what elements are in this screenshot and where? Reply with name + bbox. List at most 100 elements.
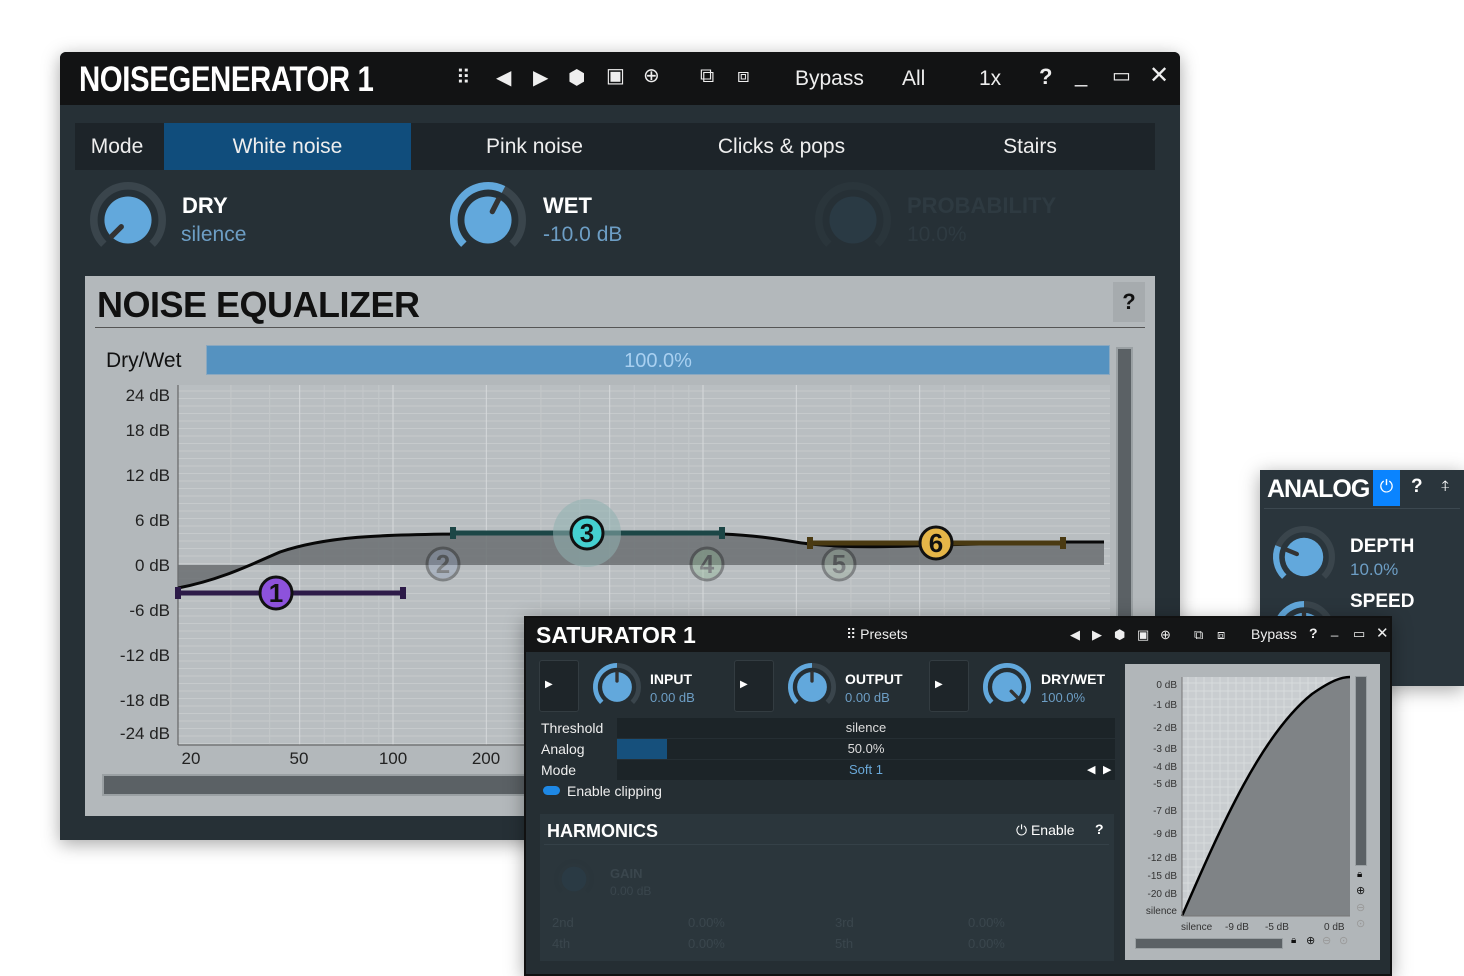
y-tick: -12 dB [1147,853,1177,864]
tab-white-noise[interactable]: White noise [164,123,411,170]
title-bar: NOISEGENERATOR 1 ⠿ ◀ ▶ ⬢ ▣ ⊕ ⧉ ⧈ Bypass … [60,52,1180,105]
harmonics-enable-button[interactable]: ⏻ Enable [1016,822,1075,838]
random-dice-icon[interactable]: ⬢ [568,67,586,89]
maximize-icon[interactable]: ▭ [1112,65,1131,87]
tab-clicks-pops[interactable]: Clicks & pops [717,135,846,158]
y-tick: -18 dB [119,691,170,710]
y-tick: -12 dB [119,646,170,665]
graph-horizontal-scrollbar[interactable] [1135,938,1283,949]
random-dice-icon[interactable]: ⬢ [1114,627,1126,642]
zoom-out-icon[interactable]: ⊖ [1356,902,1366,914]
eq-title: NOISE EQUALIZER [97,284,420,325]
bypass-button[interactable]: Bypass [1251,626,1297,642]
knob-value-arc [450,182,506,247]
window-title: NOISEGENERATOR 1 [79,60,374,99]
harmonic-3rd-value: 0.00% [968,915,1005,930]
saturator-window: SATURATOR 1 ⠿ Presets ◀ ▶ ⬢ ▣ ⊕ ⧉ ⧈ Bypa… [524,616,1392,976]
all-button[interactable]: All [902,67,926,90]
help-button[interactable]: ? [1039,64,1053,89]
input-label: INPUT [650,671,692,687]
harmonics-help-button[interactable]: ? [1095,821,1104,837]
y-tick: -9 dB [1153,829,1177,840]
mode-next-icon[interactable]: ▶ [1103,764,1112,776]
knob-track [90,182,166,247]
lock-icon[interactable]: 🔒︎ [1291,935,1297,946]
harmonics-gain-knob [554,859,594,894]
threshold-value: silence [845,720,887,735]
bypass-button[interactable]: Bypass [795,67,864,90]
presets-grid-icon[interactable]: ⠿ [456,67,471,89]
zoom-in-icon[interactable]: ⊕ [1306,935,1316,947]
dry-knob[interactable] [86,178,170,262]
prev-preset-icon[interactable]: ◀ [1070,627,1080,642]
harmonic-2nd-label: 2nd [552,915,574,930]
add-icon[interactable]: ⊕ [1160,627,1171,642]
input-sidechain-button[interactable]: ▶ [539,660,579,712]
mode-prev-icon[interactable]: ◀ [1087,764,1096,776]
next-preset-icon[interactable]: ▶ [1092,627,1102,642]
y-tick: 24 dB [125,386,170,405]
x-tick: 50 [289,749,309,768]
analog-title: ANALOG [1267,475,1370,503]
zoom-reset-icon[interactable]: ⊙ [1356,918,1366,930]
probability-knob [815,182,891,247]
output-sidechain-button[interactable]: ▶ [734,660,774,712]
knob-track [815,182,891,247]
save-icon[interactable]: ▣ [606,65,625,87]
knob-value-arc [788,663,813,704]
knob-value-arc [1273,545,1287,579]
harmonics-enable-label: Enable [1030,822,1075,838]
lock-icon[interactable]: 🔒︎ [1357,869,1363,880]
x-tick: 0 dB [1324,922,1345,933]
zoom-reset-icon[interactable]: ⊙ [1339,935,1349,947]
eq-help-button[interactable]: ? [1113,282,1145,322]
close-icon[interactable]: ✕ [1149,62,1170,89]
knob-cap [561,866,587,892]
zoom-in-icon[interactable]: ⊕ [1356,885,1366,897]
paste-icon[interactable]: ⧈ [1217,627,1226,642]
presets-button[interactable]: ⠿ Presets [846,626,908,642]
drywet-knob[interactable] [981,661,1033,713]
input-value: 0.00 dB [650,690,695,705]
wet-knob[interactable] [446,178,530,262]
copy-icon[interactable]: ⧉ [1194,627,1204,642]
drywet-sidechain-button[interactable]: ▶ [929,660,969,712]
depth-label: DEPTH [1350,536,1415,557]
add-icon[interactable]: ⊕ [643,65,660,87]
save-icon[interactable]: ▣ [1137,627,1150,642]
help-button[interactable]: ? [1309,625,1318,641]
mode-label: Mode [541,762,577,778]
analog-help-button[interactable]: ? [1411,476,1423,497]
knob-value-arc [593,663,618,704]
next-preset-icon[interactable]: ▶ [533,67,549,89]
analog-power-button[interactable]: ⏻ [1373,470,1400,506]
minimize-icon[interactable]: _ [1075,62,1088,87]
minimize-icon[interactable]: _ [1331,622,1339,637]
close-icon[interactable]: ✕ [1376,625,1389,642]
output-knob[interactable] [786,661,838,713]
maximize-icon[interactable]: ▭ [1353,626,1366,641]
saturator-title: SATURATOR 1 [536,622,696,648]
mode-selector[interactable]: Soft 1 ◀ ▶ [617,760,1115,780]
knob-indicator [1284,547,1300,557]
knob-indicator [1009,689,1019,699]
y-tick: 0 dB [1156,680,1177,691]
prev-preset-icon[interactable]: ◀ [496,67,512,89]
dry-label: DRY [182,193,228,218]
tab-pink-noise[interactable]: Pink noise [486,135,583,158]
threshold-slider[interactable]: silence [617,718,1115,738]
enable-clipping-toggle[interactable] [543,786,560,795]
tab-stairs[interactable]: Stairs [1003,135,1057,158]
analog-expand-icon[interactable]: ⍏ [1441,478,1451,495]
oversampling-button[interactable]: 1x [979,67,1002,90]
copy-icon[interactable]: ⧉ [700,65,715,87]
paste-icon[interactable]: ⧈ [737,65,750,87]
input-knob[interactable] [591,661,643,713]
drywet-value: 100.0% [624,350,692,372]
analog-slider[interactable]: 50.0% [617,739,1115,759]
depth-knob[interactable] [1270,523,1338,591]
graph-vertical-scrollbar[interactable] [1355,676,1367,866]
drywet-slider[interactable]: 100.0% [206,345,1110,375]
knob-indicator [109,224,124,239]
zoom-out-icon[interactable]: ⊖ [1322,935,1332,947]
